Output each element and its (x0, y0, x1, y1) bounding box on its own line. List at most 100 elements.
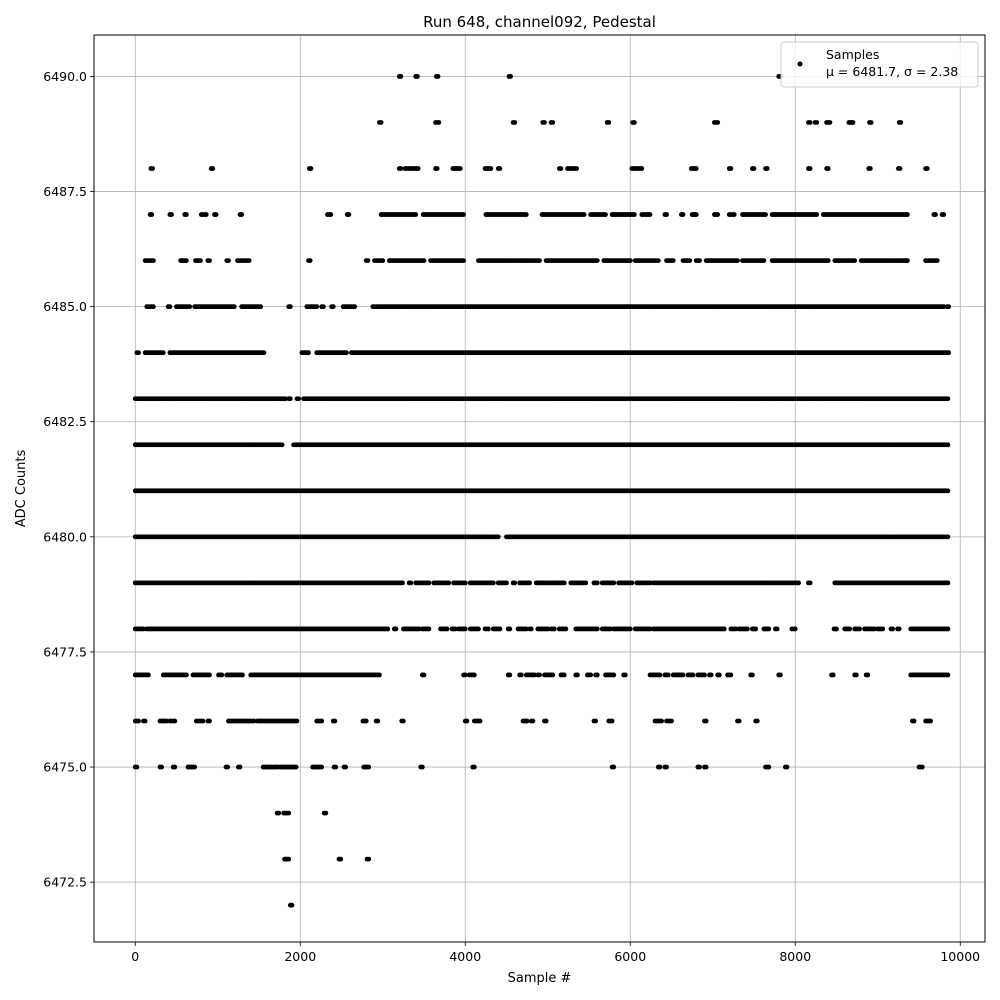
y-tick-label: 6482.5 (43, 414, 87, 429)
y-tick-label: 6490.0 (43, 69, 87, 84)
data-point (928, 718, 933, 724)
data-point (807, 580, 813, 586)
data-point (731, 212, 737, 217)
data-point (332, 718, 338, 724)
data-point (457, 166, 463, 171)
data-point (574, 166, 580, 171)
data-point (239, 212, 245, 217)
data-point (323, 810, 329, 816)
data-point (753, 626, 759, 632)
data-point (814, 120, 820, 125)
data-point (558, 166, 564, 171)
data-point (946, 304, 952, 310)
data-point (476, 626, 481, 632)
data-point (693, 166, 699, 171)
data-point (150, 166, 155, 171)
data-point (497, 626, 503, 632)
data-point (293, 764, 299, 770)
data-point (415, 166, 421, 171)
data-point (149, 212, 155, 217)
data-point (807, 166, 813, 171)
data-point (462, 672, 468, 678)
data-point (792, 626, 798, 632)
data-point (518, 672, 524, 678)
data-point (464, 718, 470, 724)
data-point (827, 120, 833, 125)
data-point (488, 166, 494, 171)
data-point (890, 626, 895, 632)
data-point (736, 718, 742, 724)
data-point (490, 580, 496, 586)
data-point (146, 672, 151, 678)
data-point (611, 764, 617, 770)
y-tick-label: 6477.5 (43, 644, 87, 659)
data-point (728, 166, 734, 171)
data-point (561, 672, 567, 678)
data-point (664, 212, 669, 217)
data-point (905, 258, 910, 263)
data-point (735, 258, 740, 263)
data-point (659, 718, 664, 724)
data-point (461, 212, 466, 217)
data-point (934, 258, 940, 263)
data-point (246, 258, 252, 263)
data-point (352, 304, 358, 310)
data-point (512, 580, 518, 586)
data-point (507, 672, 513, 678)
data-point (941, 304, 947, 310)
data-point (307, 258, 313, 263)
data-point (346, 212, 352, 217)
data-point (627, 626, 633, 632)
data-point (330, 304, 336, 310)
y-tick-label: 6480.0 (43, 529, 87, 544)
data-point (631, 120, 637, 125)
data-point (344, 350, 349, 356)
data-point (419, 764, 425, 770)
data-point (690, 672, 696, 678)
data-point (258, 304, 264, 310)
data-point (655, 258, 661, 263)
data-point (530, 718, 536, 724)
data-point (905, 212, 910, 217)
data-point (286, 810, 292, 816)
data-point (563, 626, 569, 632)
data-point (276, 810, 282, 816)
data-point (867, 166, 873, 171)
y-tick-label: 6485.0 (43, 299, 87, 314)
data-point (754, 718, 760, 724)
data-point (784, 764, 790, 770)
data-point (880, 626, 886, 632)
data-point (444, 626, 450, 632)
data-point (852, 258, 858, 263)
data-point (446, 580, 452, 586)
data-point (721, 626, 727, 632)
legend-series-stats: μ = 6481.7, σ = 2.38 (826, 64, 958, 79)
data-point (462, 626, 468, 632)
data-point (413, 212, 419, 217)
data-point (919, 764, 925, 770)
data-point (320, 304, 326, 310)
data-point (561, 580, 567, 586)
data-point (507, 626, 513, 632)
data-point (210, 166, 216, 171)
data-point (366, 856, 372, 862)
data-point (287, 396, 293, 402)
data-point (715, 120, 721, 125)
data-point (830, 672, 836, 678)
data-point (528, 626, 534, 632)
data-point (375, 718, 381, 724)
data-point (136, 718, 141, 724)
data-point (151, 304, 156, 310)
data-point (764, 166, 770, 171)
data-point (508, 74, 514, 79)
data-point (169, 212, 174, 217)
data-point (627, 258, 633, 263)
data-point (172, 718, 178, 724)
data-point (897, 166, 903, 171)
data-point (160, 350, 166, 356)
data-point (400, 580, 405, 586)
data-point (393, 626, 399, 632)
data-point (924, 166, 930, 171)
data-point (377, 672, 382, 678)
data-point (898, 120, 904, 125)
